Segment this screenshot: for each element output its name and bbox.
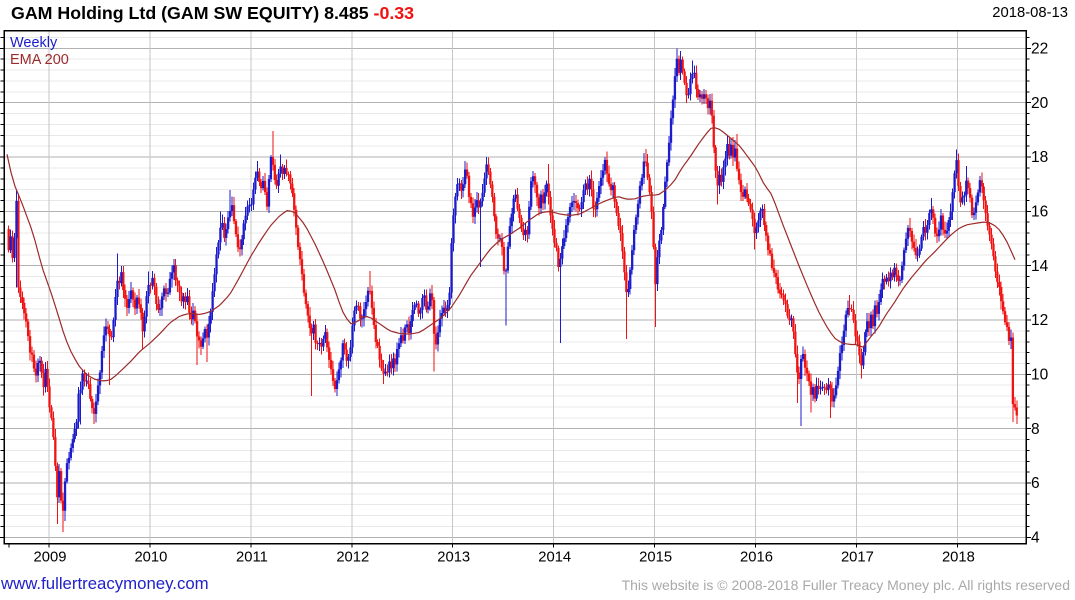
svg-text:2016: 2016 — [740, 550, 773, 566]
svg-text:2013: 2013 — [437, 550, 470, 566]
svg-text:18: 18 — [1031, 149, 1048, 166]
svg-text:22: 22 — [1031, 40, 1048, 57]
svg-text:14: 14 — [1031, 258, 1049, 275]
svg-text:16: 16 — [1031, 203, 1048, 220]
svg-text:2014: 2014 — [538, 550, 571, 566]
svg-text:6: 6 — [1031, 475, 1040, 492]
svg-text:2009: 2009 — [34, 550, 67, 566]
svg-text:20: 20 — [1031, 95, 1049, 112]
svg-text:2015: 2015 — [639, 550, 672, 566]
svg-text:4: 4 — [1031, 529, 1040, 546]
svg-text:12: 12 — [1031, 312, 1048, 329]
svg-text:2011: 2011 — [236, 550, 268, 566]
svg-text:2012: 2012 — [336, 550, 369, 566]
svg-text:8: 8 — [1031, 421, 1040, 438]
svg-text:2018: 2018 — [942, 550, 975, 566]
svg-text:2017: 2017 — [841, 550, 874, 566]
svg-text:2010: 2010 — [134, 550, 167, 566]
svg-text:10: 10 — [1031, 366, 1049, 383]
